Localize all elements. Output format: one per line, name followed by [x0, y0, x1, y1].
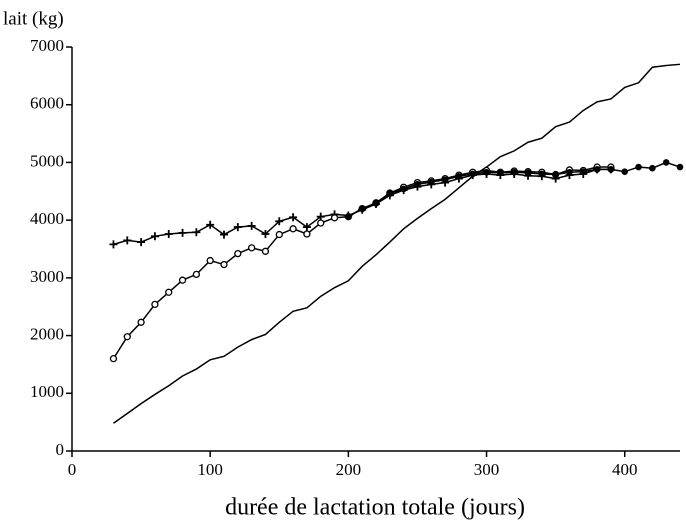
open-marker: [109, 355, 118, 363]
plus-marker: [220, 230, 228, 239]
open-marker: [178, 276, 187, 284]
x-axis-title: durée de lactation totale (jours): [225, 495, 525, 521]
y-tick-label: 7000: [30, 36, 64, 55]
plus-marker: [178, 228, 187, 237]
x-tick-label: 0: [68, 460, 77, 479]
filled-marker: [649, 164, 656, 172]
filled-marker: [497, 169, 504, 177]
filled-marker: [676, 163, 684, 171]
plus-marker: [164, 229, 173, 238]
filled-marker: [538, 170, 546, 178]
open-marker: [165, 288, 173, 296]
open-marker: [303, 230, 311, 238]
plus-marker: [261, 229, 270, 238]
filled-marker: [483, 168, 490, 176]
open-marker: [192, 270, 201, 279]
filled-marker: [607, 166, 615, 173]
x-tick-label: 300: [474, 460, 500, 479]
filled-marker: [510, 168, 518, 176]
filled-marker: [386, 190, 394, 197]
y-tick-label: 2000: [30, 324, 64, 343]
filled-marker: [455, 172, 463, 180]
y-tick-label: 0: [56, 440, 65, 459]
y-tick-label: 4000: [30, 209, 64, 228]
series-line: [113, 63, 681, 424]
filled-marker: [372, 200, 380, 207]
plus-marker: [289, 213, 298, 222]
plus-marker: [192, 228, 201, 237]
y-tick-label: 5000: [30, 151, 64, 170]
open-marker: [317, 219, 325, 227]
open-marker: [275, 230, 283, 239]
filled-marker: [358, 205, 366, 212]
filled-marker: [621, 168, 629, 175]
y-tick-label: 3000: [30, 267, 64, 286]
plus-marker: [233, 223, 242, 232]
open-marker: [261, 247, 270, 255]
open-marker: [330, 214, 339, 222]
filled-marker: [524, 169, 532, 177]
open-marker: [151, 300, 159, 309]
y-tick-label: 1000: [30, 382, 64, 401]
plus-marker: [109, 240, 118, 249]
open-marker: [247, 244, 256, 252]
filled-marker: [427, 178, 435, 186]
y-axis-title: lait (kg): [3, 8, 64, 29]
filled-marker: [635, 163, 642, 171]
plus-marker: [275, 217, 284, 226]
filled-marker: [345, 213, 352, 220]
filled-marker: [593, 166, 601, 173]
filled-marker: [662, 159, 670, 166]
filled-marker: [441, 176, 449, 184]
plus-marker: [316, 212, 325, 221]
plus-marker: [206, 220, 215, 229]
y-tick-label: 6000: [30, 94, 64, 113]
filled-marker: [579, 168, 587, 175]
plus-marker: [302, 223, 311, 232]
filled-marker: [469, 170, 477, 178]
open-marker: [123, 333, 131, 341]
open-marker: [234, 249, 242, 258]
open-marker: [220, 260, 228, 269]
plus-marker: [137, 238, 146, 247]
filled-marker: [400, 185, 407, 193]
open-marker: [206, 256, 214, 265]
x-tick-label: 100: [197, 460, 223, 479]
filled-marker: [552, 171, 559, 178]
plus-marker: [123, 236, 132, 245]
plus-marker: [150, 232, 159, 241]
open-marker: [137, 318, 145, 326]
filled-marker: [414, 181, 421, 188]
plus-marker: [247, 221, 256, 230]
series-line: [112, 166, 611, 360]
filled-marker: [566, 168, 573, 176]
open-marker: [289, 225, 297, 233]
x-tick-label: 400: [612, 460, 638, 479]
x-tick-label: 200: [336, 460, 362, 479]
